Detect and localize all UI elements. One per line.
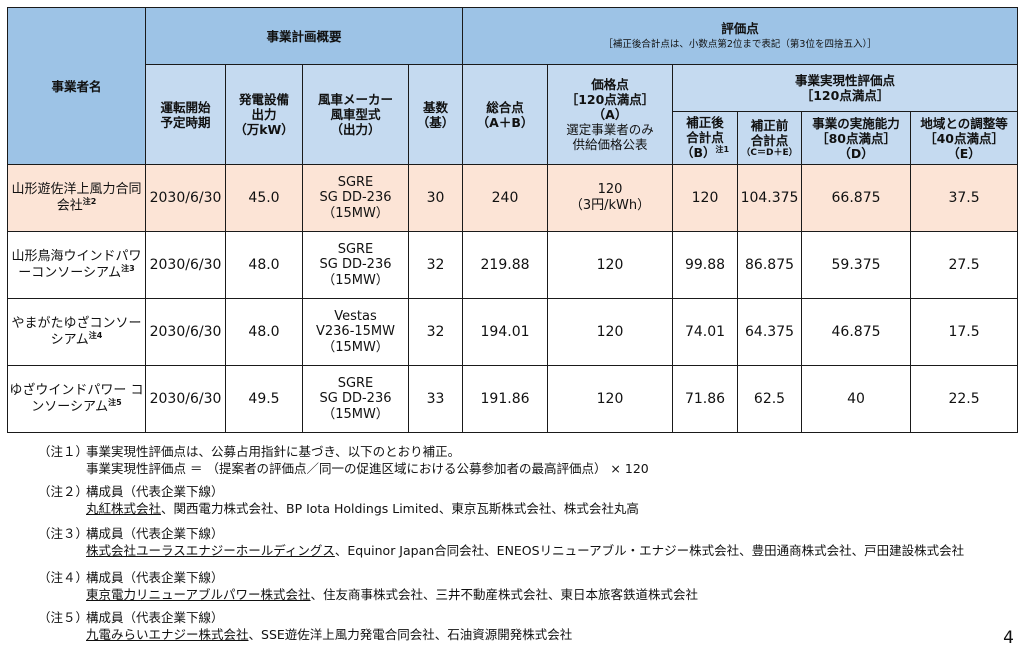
capacity: 48.0	[225, 231, 303, 299]
footnote-2: （注２） 構成員（代表企業下線） 丸紅株式会社、関西電力株式会社、BP Iota…	[38, 483, 964, 517]
member-companies: 、住友商事株式会社、三井不動産株式会社、東日本旅客鉄道株式会社	[310, 587, 699, 602]
price-score: 120 （3円/kWh）	[547, 164, 674, 232]
header-plan-overview: 事業計画概要	[144, 7, 464, 65]
total-score: 240	[462, 164, 549, 232]
footnote-line: 構成員（代表企業下線）	[86, 526, 224, 541]
footnote-4: （注４） 構成員（代表企業下線） 東京電力リニューアブルパワー株式会社、住友商事…	[38, 569, 964, 603]
evaluation-subtitle: ［補正後合計点は、小数点第2位まで表記（第3位を四捨五入）］	[603, 39, 877, 51]
start-date: 2030/6/30	[145, 231, 226, 299]
regional-score: 37.5	[910, 164, 1019, 232]
page-number: 4	[1003, 628, 1014, 648]
regional-score: 17.5	[910, 298, 1019, 366]
header-turbine: 風車メーカー 風車型式 （出力）	[302, 64, 409, 165]
capability-score: 59.375	[801, 231, 912, 299]
start-date: 2030/6/30	[145, 365, 226, 433]
table-row-selected: 山形遊佐洋上風力合同会社注2 2030/6/30 45.0 SGRE SG DD-…	[7, 164, 1019, 232]
lead-company: 株式会社ユーラスエナジーホールディングス	[86, 543, 335, 558]
capacity: 45.0	[225, 164, 303, 232]
corrected-score: 120	[672, 164, 739, 232]
regional-score: 27.5	[910, 231, 1019, 299]
header-total: 総合点 （A＋B）	[462, 64, 549, 165]
footnote-1: （注１） 事業実現性評価点は、公募占用指針に基づき、以下のとおり補正。 事業実現…	[38, 443, 964, 477]
member-companies: 、SSE遊佐洋上風力発電合同会社、石油資源開発株式会社	[248, 627, 573, 642]
uncorrected-score: 62.5	[737, 365, 803, 433]
start-date: 2030/6/30	[145, 298, 226, 366]
company-name: やまがたゆざコンソーシアム注4	[7, 298, 146, 366]
header-company: 事業者名	[7, 7, 146, 165]
table-row: ゆざウインドパワー コンソーシアム注5 2030/6/30 49.5 SGRE S…	[7, 365, 1019, 433]
header-units: 基数 （基）	[407, 64, 464, 165]
lead-company: 東京電力リニューアブルパワー株式会社	[86, 587, 311, 602]
header-capacity: 発電設備 出力 （万kW）	[225, 64, 303, 165]
lead-company: 九電みらいエナジー株式会社	[86, 627, 249, 642]
units: 32	[407, 298, 464, 366]
company-name: 山形遊佐洋上風力合同会社注2	[7, 164, 146, 232]
header-evaluation: 評価点 ［補正後合計点は、小数点第2位まで表記（第3位を四捨五入）］	[462, 7, 1019, 65]
header-regional: 地域との調整等 ［40点満点］ （E）	[910, 111, 1019, 165]
footnote-label: （注３）	[38, 526, 89, 541]
footnote-label: （注２）	[38, 484, 89, 499]
price-score: 120	[547, 298, 674, 366]
capacity: 49.5	[225, 365, 303, 433]
uncorrected-score: 86.875	[737, 231, 803, 299]
footnote-3: （注３） 構成員（代表企業下線） 株式会社ユーラスエナジーホールディングス、Eq…	[38, 525, 964, 559]
footnote-5: （注５） 構成員（代表企業下線） 九電みらいエナジー株式会社、SSE遊佐洋上風力…	[38, 609, 964, 643]
price-score: 120	[547, 231, 674, 299]
footnote-formula: 事業実現性評価点 ＝ （提案者の評価点／同一の促進区域における公募参加者の最高評…	[86, 461, 649, 476]
footnote-label: （注５）	[38, 610, 89, 625]
header-price: 価格点 ［120点満点］ （A） 選定事業者のみ 供給価格公表	[547, 64, 674, 165]
header-feasibility: 事業実現性評価点 ［120点満点］	[672, 64, 1019, 112]
capability-score: 66.875	[801, 164, 912, 232]
units: 32	[407, 231, 464, 299]
turbine: Vestas V236-15MW （15MW）	[302, 298, 409, 366]
table-row: やまがたゆざコンソーシアム注4 2030/6/30 48.0 Vestas V23…	[7, 298, 1019, 366]
footnote-line: 構成員（代表企業下線）	[86, 484, 224, 499]
table-row: 山形鳥海ウインドパワーコンソーシアム注3 2030/6/30 48.0 SGRE…	[7, 231, 1019, 299]
total-score: 219.88	[462, 231, 549, 299]
evaluation-table: 事業者名 事業計画概要 評価点 ［補正後合計点は、小数点第2位まで表記（第3位を…	[7, 7, 1019, 433]
company-name: 山形鳥海ウインドパワーコンソーシアム注3	[7, 231, 146, 299]
header-capability: 事業の実施能力 ［80点満点］ （D）	[801, 111, 912, 165]
turbine: SGRE SG DD-236 （15MW）	[302, 365, 409, 433]
lead-company: 丸紅株式会社	[86, 501, 162, 516]
footnote-line: 構成員（代表企業下線）	[86, 570, 224, 585]
note-ref-1: 注1	[715, 145, 730, 155]
evaluation-title: 評価点	[721, 21, 759, 37]
uncorrected-score: 64.375	[737, 298, 803, 366]
turbine: SGRE SG DD-236 （15MW）	[302, 231, 409, 299]
footnote-label: （注１）	[38, 444, 89, 459]
units: 33	[407, 365, 464, 433]
member-companies: 、Equinor Japan合同会社、ENEOSリニューアブル・エナジー株式会社…	[334, 543, 965, 558]
capability-score: 40	[801, 365, 912, 433]
price-score: 120	[547, 365, 674, 433]
regional-score: 22.5	[910, 365, 1019, 433]
start-date: 2030/6/30	[145, 164, 226, 232]
units: 30	[407, 164, 464, 232]
capability-score: 46.875	[801, 298, 912, 366]
header-start-date: 運転開始 予定時期	[145, 64, 226, 165]
member-companies: 、関西電力株式会社、BP Iota Holdings Limited、東京瓦斯株…	[161, 501, 639, 516]
corrected-score: 99.88	[672, 231, 739, 299]
header-corrected: 補正後 合計点 （B）注1	[672, 111, 739, 165]
footnotes: （注１） 事業実現性評価点は、公募占用指針に基づき、以下のとおり補正。 事業実現…	[38, 443, 964, 649]
footnote-label: （注４）	[38, 570, 89, 585]
corrected-score: 71.86	[672, 365, 739, 433]
total-score: 194.01	[462, 298, 549, 366]
turbine: SGRE SG DD-236 （15MW）	[302, 164, 409, 232]
capacity: 48.0	[225, 298, 303, 366]
total-score: 191.86	[462, 365, 549, 433]
header-uncorrected: 補正前 合計点 （C＝D＋E）	[737, 111, 803, 165]
footnote-line: 事業実現性評価点は、公募占用指針に基づき、以下のとおり補正。	[86, 444, 461, 459]
footnote-line: 構成員（代表企業下線）	[86, 610, 224, 625]
company-name: ゆざウインドパワー コンソーシアム注5	[7, 365, 146, 433]
corrected-score: 74.01	[672, 298, 739, 366]
uncorrected-score: 104.375	[737, 164, 803, 232]
